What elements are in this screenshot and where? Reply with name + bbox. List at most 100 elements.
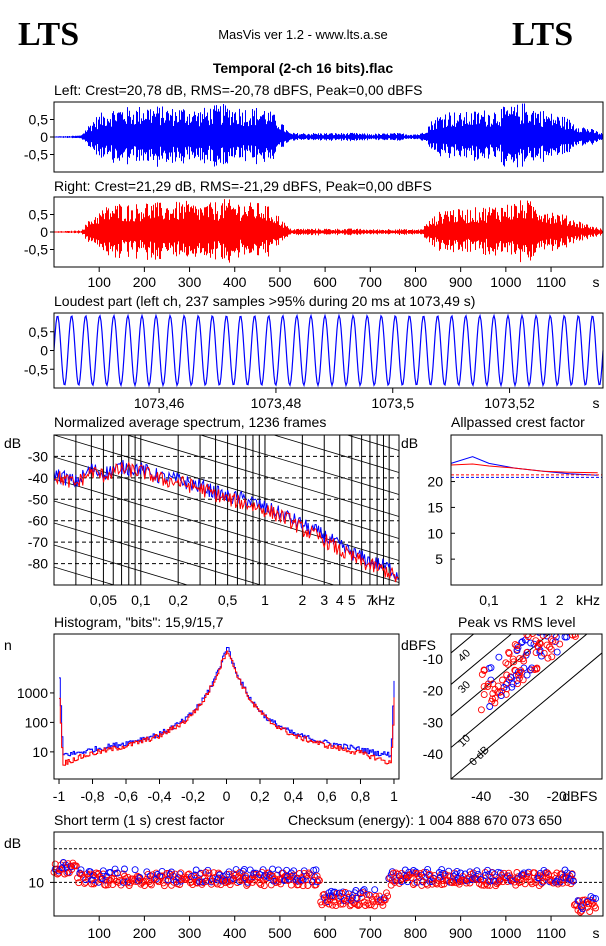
spectrum-slope-line (54, 478, 399, 583)
peak-rms-point (477, 706, 485, 714)
loudest-part-plot: 0,5 0 -0,5 1073,46 1073,48 1073,5 1073,52 s (24, 312, 604, 411)
peak-rms-point (543, 634, 551, 640)
histogram-xtick-label: 0 (223, 788, 231, 804)
peak-rms-point (478, 670, 486, 678)
short-term-xtick-label: 1000 (490, 925, 521, 941)
peak-rms-point (489, 695, 496, 703)
peak-rms-point (503, 671, 511, 679)
short-term-point (453, 867, 461, 875)
short-term-point (543, 869, 551, 877)
short-term-point (359, 887, 367, 895)
short-term-point (383, 889, 390, 897)
short-term-point (385, 874, 393, 882)
peak-rms-diagonal-label: 10 (456, 732, 473, 749)
histogram-xtick-label: -0,8 (80, 788, 104, 804)
short-term-point (433, 880, 441, 888)
short-term-point (390, 869, 397, 877)
peak-rms-ytick-label: -20 (423, 683, 443, 699)
spectrum-ytick-label: -80 (28, 556, 48, 572)
short-term-point (178, 875, 186, 883)
peak-rms-point (543, 641, 551, 649)
spectrum-xtick-label: 2 (298, 592, 306, 608)
peak-rms-point (484, 683, 492, 690)
spectrum-xtick-label: 4 (336, 592, 344, 608)
histogram-series-0 (59, 647, 395, 758)
peak-rms-point (508, 683, 516, 691)
short-term-point (116, 877, 124, 885)
short-term-point (371, 886, 379, 894)
short-term-point (273, 871, 281, 879)
peak-rms-xtick-label: dBFS (562, 788, 597, 804)
short-term-point (177, 877, 185, 885)
short-term-point (89, 876, 97, 884)
peak-rms-point (588, 616, 594, 622)
peak-rms-point (569, 601, 575, 607)
peak-rms-point (480, 691, 488, 699)
peak-rms-point (566, 599, 572, 605)
app-title: MasVis ver 1.2 - www.lts.a.se (218, 27, 388, 42)
spectrum-slope-line (125, 435, 399, 517)
short-term-point (365, 891, 373, 899)
peak-rms-point (523, 649, 531, 656)
peak-rms-ytick-label: -10 (423, 651, 443, 667)
spectrum-slope-line (54, 522, 263, 585)
short-term-point (592, 904, 600, 912)
short-term-point (130, 877, 138, 885)
peak-rms-point (596, 578, 602, 584)
short-term-point (102, 881, 110, 889)
peak-rms-point (480, 666, 488, 674)
short-term-point (269, 865, 276, 873)
short-term-point (457, 869, 464, 877)
peak-rms-point (549, 637, 557, 645)
short-term-point (371, 902, 379, 910)
short-term-ylabel: dB (4, 835, 21, 851)
peak-rms-point (580, 614, 586, 620)
short-term-point (196, 871, 204, 879)
spectrum-xtick-label: 0,2 (168, 592, 188, 608)
peak-rms-frame (450, 633, 603, 780)
short-term-point (290, 867, 298, 875)
short-term-point (519, 870, 527, 878)
short-term-point (569, 877, 577, 885)
short-term-point (391, 878, 399, 886)
histogram-series-1 (59, 650, 395, 766)
short-term-point (257, 881, 265, 889)
peak-rms-title: Peak vs RMS level (458, 614, 575, 630)
loudest-part-title: Loudest part (left ch, 237 samples >95% … (54, 293, 475, 309)
right-waveform-xtick-label: 300 (178, 274, 202, 290)
peak-rms-point (565, 603, 571, 609)
peak-rms-point (491, 699, 499, 707)
short-term-point (121, 865, 128, 873)
spectrum-xtick-label: kHz (371, 592, 395, 608)
short-term-point (464, 875, 471, 883)
short-term-point (493, 880, 501, 888)
short-term-point (131, 866, 139, 874)
peak-rms-diagonal-label: 30 (456, 679, 473, 696)
short-term-point (312, 866, 320, 874)
loudest-part-xtick-label: 1073,48 (251, 395, 302, 411)
peak-rms-point (590, 610, 596, 616)
short-term-point (215, 869, 222, 877)
peak-rms-point (556, 640, 564, 648)
peak-rms-point (524, 634, 532, 641)
spectrum-slope-line (54, 500, 336, 585)
short-term-point (281, 876, 289, 884)
histogram-xtick-label: 1 (390, 788, 398, 804)
right-waveform-xtick-label: 400 (223, 274, 247, 290)
loudest-part-ytick-label: -0,5 (24, 361, 48, 377)
short-term-point (407, 874, 415, 882)
spectrum-ytick-label: -60 (28, 513, 48, 529)
peak-rms-point (526, 666, 534, 674)
spectrum-slope-line (54, 677, 399, 781)
spectrum-ytick-label: -70 (28, 534, 48, 550)
peak-rms-point (505, 648, 513, 656)
short-term-point (487, 873, 495, 881)
peak-rms-point (494, 688, 502, 696)
short-term-point (198, 878, 206, 886)
loudest-part-ytick-label: 0 (40, 343, 48, 359)
short-term-point (301, 876, 309, 884)
peak-rms-diagonal (451, 634, 588, 749)
short-term-point (446, 873, 454, 881)
